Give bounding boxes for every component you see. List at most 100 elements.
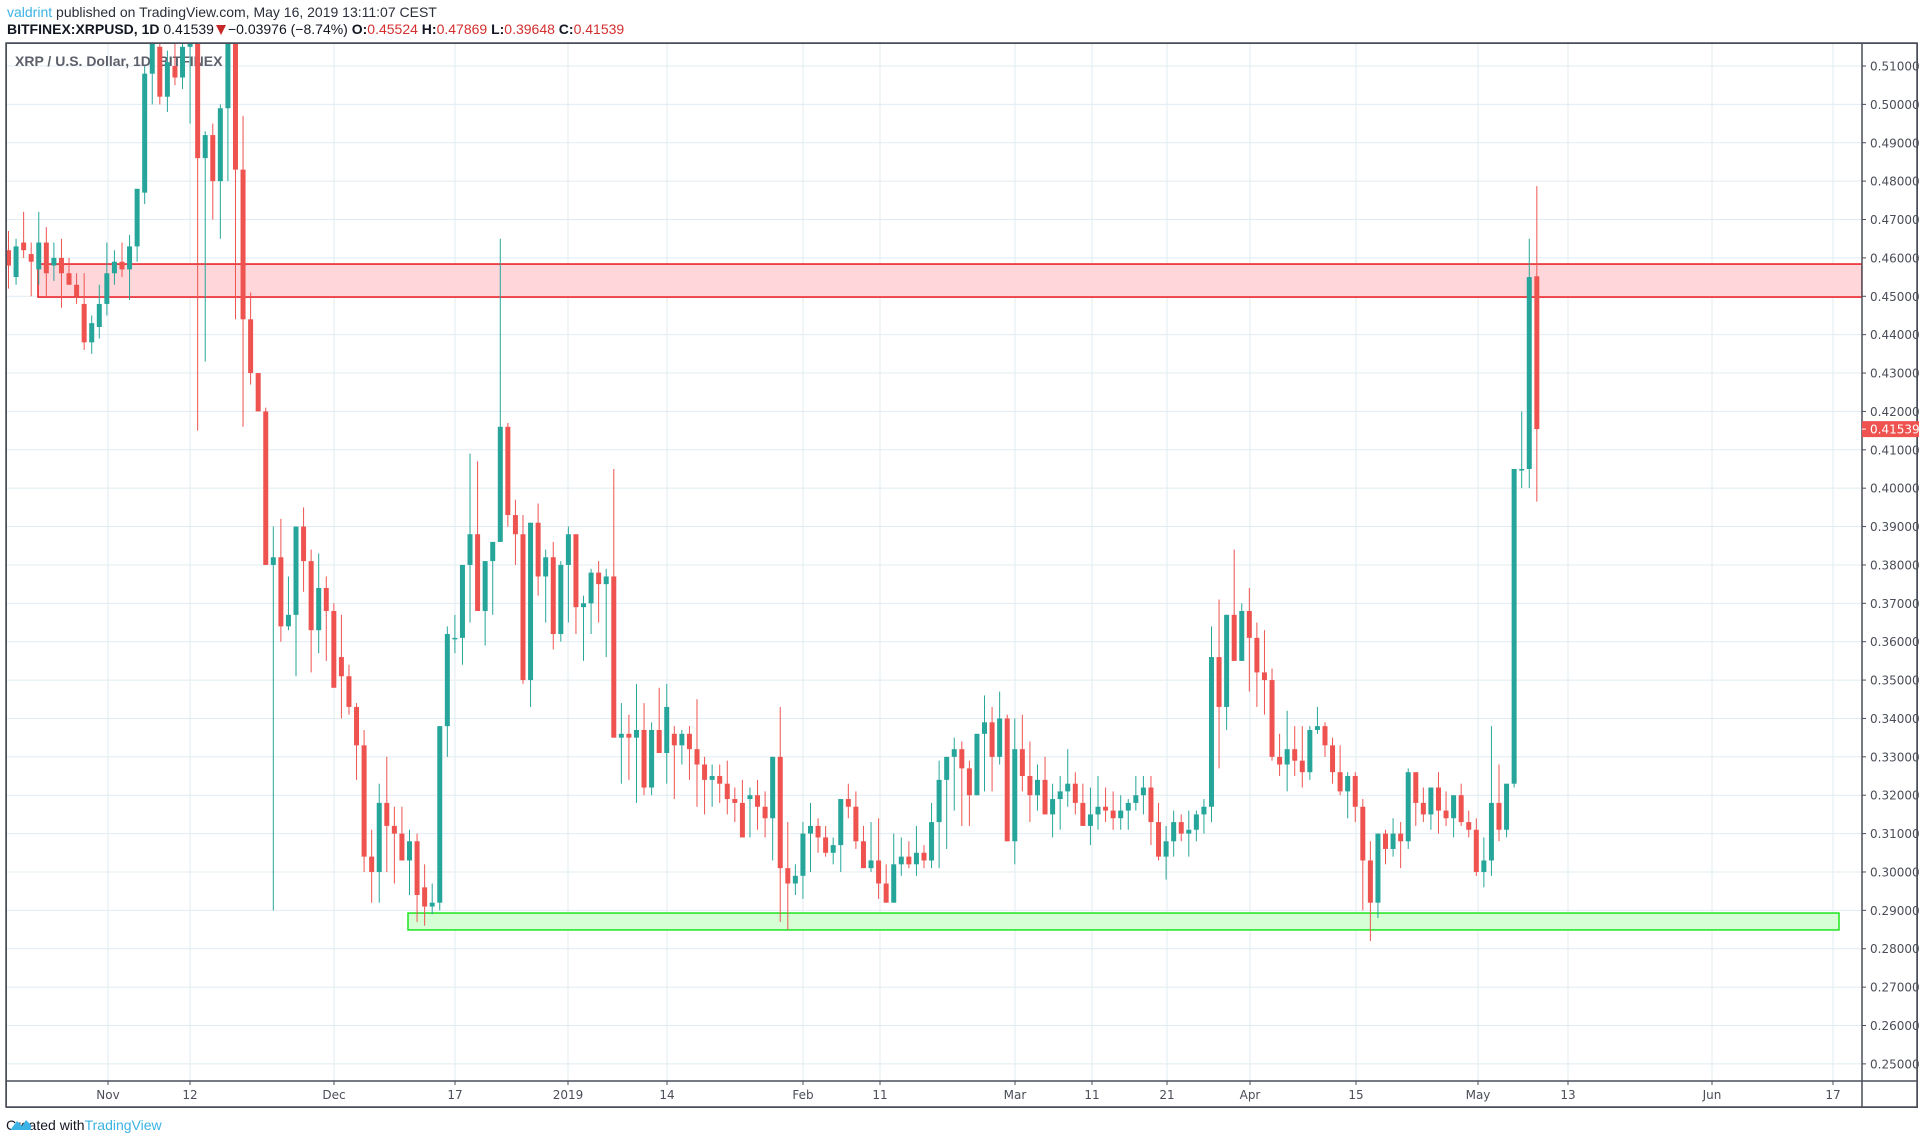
price-change: −0.03976 (−8.74%) bbox=[227, 21, 348, 37]
price-tick-label: 0.44000 bbox=[1870, 328, 1920, 342]
candle bbox=[467, 534, 473, 565]
time-tick-label: 14 bbox=[659, 1088, 674, 1102]
candle bbox=[777, 756, 783, 869]
candle bbox=[142, 73, 148, 193]
high-label: H: bbox=[421, 21, 437, 37]
candle bbox=[1420, 802, 1426, 815]
candle bbox=[36, 242, 42, 270]
publish-info: valdrint published on TradingView.com, M… bbox=[7, 4, 437, 20]
time-tick-label: 12 bbox=[182, 1088, 197, 1102]
candle bbox=[573, 534, 579, 608]
candle bbox=[51, 257, 57, 266]
open-label: O: bbox=[351, 21, 368, 37]
candle bbox=[1103, 806, 1109, 811]
candle bbox=[1375, 833, 1381, 903]
price-tick-label: 0.31000 bbox=[1870, 827, 1920, 841]
candle bbox=[906, 856, 912, 865]
candle bbox=[1428, 787, 1434, 815]
chart-title: XRP / U.S. Dollar, 1D, BITFINEX bbox=[15, 53, 223, 69]
candle bbox=[376, 802, 382, 872]
candle bbox=[1360, 806, 1366, 861]
candle bbox=[823, 837, 829, 853]
candle bbox=[157, 46, 163, 97]
candle bbox=[1367, 860, 1373, 903]
candle bbox=[951, 749, 957, 757]
candle bbox=[384, 802, 390, 826]
time-tick-label: 11 bbox=[1084, 1088, 1099, 1102]
candle bbox=[535, 522, 541, 577]
candle bbox=[671, 733, 677, 746]
candle bbox=[1443, 810, 1449, 819]
candle bbox=[308, 561, 314, 631]
candle bbox=[323, 587, 329, 611]
price-tick-label: 0.34000 bbox=[1870, 712, 1920, 726]
candle bbox=[1208, 657, 1214, 807]
candle bbox=[1110, 810, 1116, 819]
candle bbox=[1322, 726, 1328, 746]
candle bbox=[1504, 783, 1510, 830]
candle bbox=[13, 246, 19, 278]
candle bbox=[459, 564, 465, 638]
candle bbox=[830, 845, 836, 853]
candle bbox=[1330, 745, 1336, 773]
candle bbox=[732, 799, 738, 803]
candle bbox=[929, 822, 935, 861]
candle bbox=[762, 806, 768, 819]
candle bbox=[1216, 657, 1222, 707]
candle bbox=[520, 534, 526, 681]
candle bbox=[354, 706, 360, 746]
price-axis[interactable]: 0.51000 0.50000 0.49000 0.48000 0.47000 0.460… bbox=[1862, 60, 1920, 1072]
candle bbox=[1526, 277, 1532, 469]
candle bbox=[944, 756, 950, 780]
candle bbox=[1488, 802, 1494, 861]
candle bbox=[959, 749, 965, 769]
candle bbox=[21, 242, 27, 251]
candle bbox=[172, 66, 178, 78]
candle bbox=[301, 526, 307, 562]
candle bbox=[1050, 799, 1056, 815]
candle bbox=[1065, 783, 1071, 792]
price-tick-label: 0.50000 bbox=[1870, 98, 1920, 112]
price-tick-label: 0.37000 bbox=[1870, 597, 1920, 611]
time-tick-label: Apr bbox=[1240, 1088, 1261, 1102]
price-tick-label: 0.41000 bbox=[1870, 443, 1920, 457]
candle bbox=[346, 676, 352, 707]
candle bbox=[565, 534, 571, 565]
price-tick-label: 0.25000 bbox=[1870, 1057, 1920, 1071]
candle bbox=[1163, 841, 1169, 857]
candle bbox=[1481, 860, 1487, 872]
candle bbox=[876, 860, 882, 884]
candle bbox=[1072, 783, 1078, 803]
time-axis[interactable]: Nov 12 Dec 17 2019 14 Feb 11 Mar 11 21 Apr 15 May 13 Ju… bbox=[96, 1081, 1841, 1102]
support-zone[interactable] bbox=[407, 912, 1840, 931]
candle bbox=[482, 561, 488, 611]
candle bbox=[1019, 749, 1025, 777]
candle bbox=[512, 515, 518, 535]
candle bbox=[1269, 680, 1275, 757]
candle bbox=[596, 572, 602, 585]
candle bbox=[1511, 468, 1517, 784]
open-value: 0.45524 bbox=[367, 21, 418, 37]
candle bbox=[119, 261, 125, 270]
candle bbox=[240, 169, 246, 320]
price-tick-label: 0.39000 bbox=[1870, 520, 1920, 534]
candle bbox=[406, 841, 412, 861]
candle bbox=[641, 729, 647, 788]
candle bbox=[800, 833, 806, 876]
candle bbox=[1140, 787, 1146, 796]
candle bbox=[429, 902, 435, 907]
candle bbox=[490, 541, 496, 562]
price-tick-label: 0.46000 bbox=[1870, 251, 1920, 265]
candle bbox=[1299, 760, 1305, 773]
candle bbox=[1133, 795, 1139, 803]
candle bbox=[550, 557, 556, 635]
candle bbox=[626, 733, 632, 738]
resistance-zone[interactable] bbox=[37, 263, 1862, 298]
candle bbox=[1087, 814, 1093, 826]
tradingview-brand-link[interactable]: TradingView bbox=[84, 1117, 162, 1133]
candle bbox=[1413, 772, 1419, 803]
author-link[interactable]: valdrint bbox=[7, 4, 53, 20]
price-tick-label: 0.26000 bbox=[1870, 1019, 1920, 1033]
candle bbox=[1246, 610, 1252, 638]
